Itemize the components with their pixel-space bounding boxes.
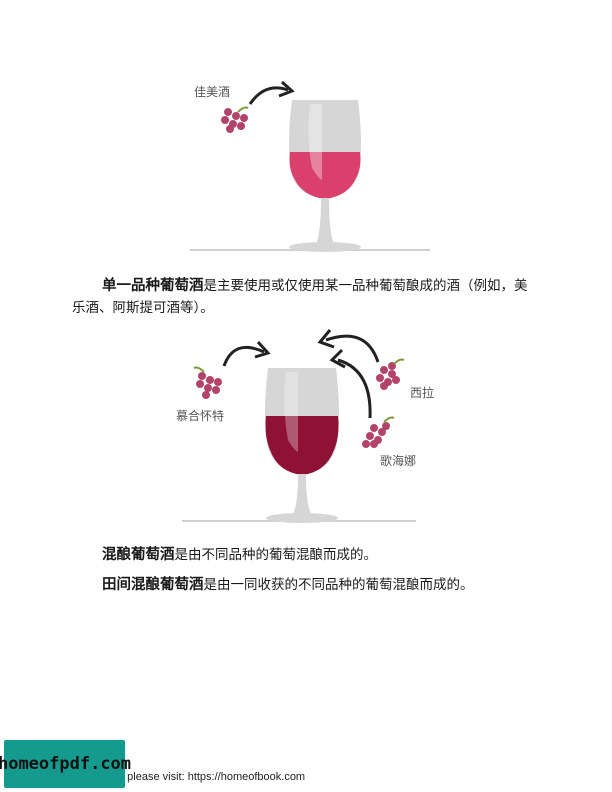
term-blend: 混酿葡萄酒 [102, 547, 175, 563]
term-varietal: 单一品种葡萄酒 [102, 278, 204, 294]
wine-fill [265, 416, 339, 475]
definition-varietal: 是主要使用或仅使用某一品种葡萄酿成的酒（例如，美乐酒、阿斯提可酒等）。 [72, 278, 528, 316]
figure-blend: 慕合怀特 西拉 歌海娜 [170, 322, 440, 532]
paragraph-varietal: 单一品种葡萄酒是主要使用或仅使用某一品种葡萄酿成的酒（例如，美乐酒、阿斯提可酒等… [72, 275, 538, 319]
arrow-bottom-right-icon [337, 358, 372, 419]
grape-icon [362, 416, 395, 448]
blend-glass-illustration [182, 329, 416, 523]
term-field-blend: 田间混酿葡萄酒 [102, 577, 204, 593]
grape-label-gamay: 佳美酒 [194, 85, 231, 99]
glass-foot [289, 242, 361, 252]
glass-stem [316, 198, 334, 244]
grape-icon [221, 106, 249, 133]
arrow-bottom-right-head-icon [329, 348, 346, 369]
wine-fill [289, 152, 361, 199]
site-badge[interactable]: homeofpdf.com [0, 740, 131, 788]
arrow-top-right-head-icon [317, 329, 335, 349]
glass-stem [292, 474, 312, 515]
arrow-left-icon [222, 345, 265, 367]
figure-single-varietal: 佳美酒 [180, 68, 450, 258]
paragraph-blend: 混酿葡萄酒是由不同品种的葡萄混酿而成的。 [72, 544, 538, 566]
grape-icon [376, 358, 405, 390]
definition-field-blend: 是由一同收获的不同品种的葡萄混酿而成的。 [203, 577, 474, 593]
grape-label-grenache: 歌海娜 [380, 454, 417, 468]
footer-link-text[interactable]: e please visit: https://homeofbook.com [118, 771, 306, 783]
paragraph-field-blend: 田间混酿葡萄酒是由一同收获的不同品种的葡萄混酿而成的。 [72, 574, 538, 596]
grape-icon [193, 366, 222, 399]
grape-label-mourvedre: 慕合怀特 [176, 409, 225, 423]
arrow-left-head-icon [254, 340, 271, 359]
glass-highlight [284, 372, 298, 452]
glass-foot [266, 513, 338, 523]
glass-highlight [308, 104, 322, 180]
arrow-icon [248, 86, 289, 105]
definition-blend: 是由不同品种的葡萄混酿而成的。 [174, 547, 378, 563]
arrow-top-right-icon [325, 334, 380, 363]
wine-glass-illustration [190, 80, 430, 252]
arrow-head-icon [278, 80, 295, 98]
grape-label-syrah: 西拉 [410, 386, 435, 400]
